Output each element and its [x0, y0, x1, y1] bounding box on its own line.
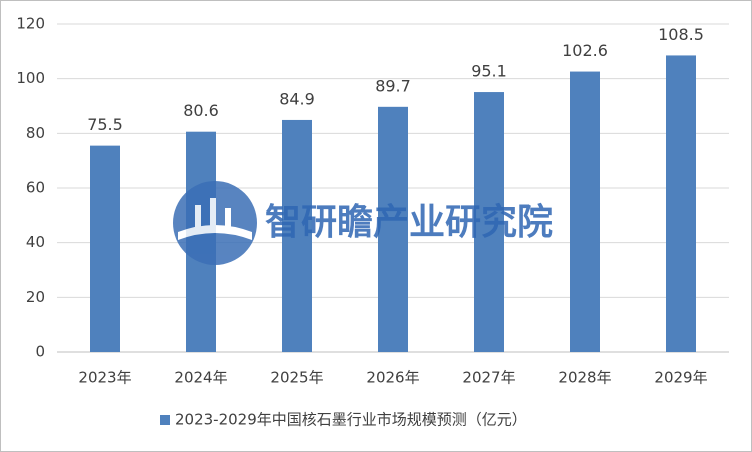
- x-tick-label: 2028年: [558, 369, 611, 387]
- watermark: 智研瞻产业研究院: [173, 181, 553, 265]
- x-tick-label: 2023年: [78, 369, 131, 387]
- y-tick-label: 80: [26, 124, 45, 142]
- bar: [666, 55, 696, 352]
- data-label: 108.5: [658, 25, 704, 44]
- y-tick-label: 40: [26, 233, 45, 251]
- watermark-building: [225, 208, 231, 227]
- data-label: 84.9: [279, 89, 315, 108]
- bar: [282, 119, 312, 352]
- watermark-text: 智研瞻产业研究院: [265, 202, 553, 243]
- watermark-building: [210, 198, 216, 227]
- bar: [378, 106, 408, 352]
- y-tick-label: 120: [16, 15, 45, 33]
- y-tick-label: 20: [26, 288, 45, 306]
- x-tick-label: 2024年: [174, 369, 227, 387]
- x-tick-label: 2026年: [366, 369, 419, 387]
- y-tick-label: 60: [26, 179, 45, 197]
- data-label: 80.6: [183, 101, 219, 120]
- legend-label: 2023-2029年中国核石墨行业市场规模预测（亿元）: [175, 411, 527, 429]
- watermark-wave: [178, 225, 252, 240]
- bar: [90, 145, 120, 352]
- x-tick-label: 2025年: [270, 369, 323, 387]
- y-tick-label: 100: [16, 69, 45, 87]
- legend-swatch: [160, 415, 170, 425]
- x-tick-label: 2029年: [654, 369, 707, 387]
- x-tick-label: 2027年: [462, 369, 515, 387]
- y-tick-label: 0: [35, 343, 45, 361]
- data-label: 89.7: [375, 76, 411, 95]
- data-label: 95.1: [471, 62, 507, 81]
- data-label: 102.6: [562, 41, 608, 60]
- data-label: 75.5: [87, 115, 123, 134]
- bar: [570, 71, 600, 352]
- watermark-building: [195, 205, 201, 227]
- bar: [474, 92, 504, 352]
